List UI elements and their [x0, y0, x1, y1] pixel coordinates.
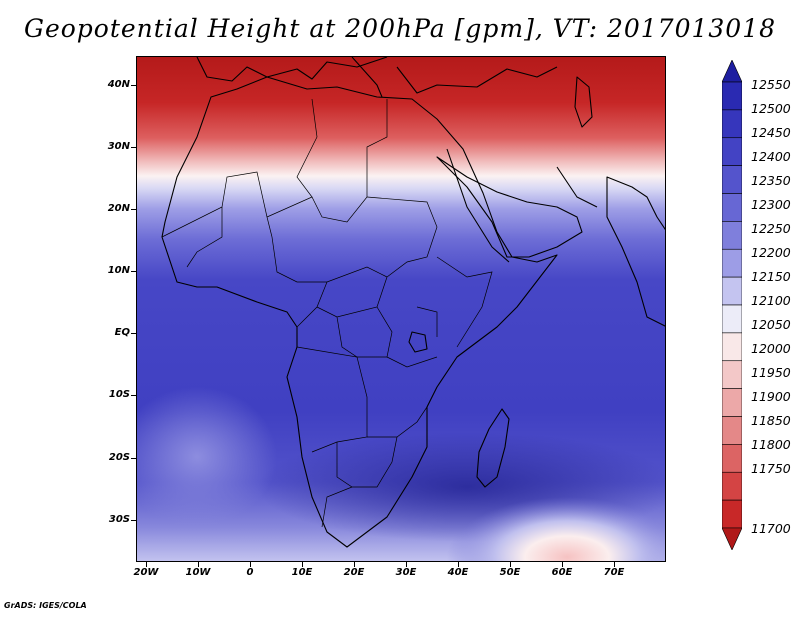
lon-tick	[302, 562, 303, 567]
lon-label-70e: 70E	[603, 567, 625, 578]
lat-tick	[131, 209, 136, 210]
colorbar-segment	[722, 499, 742, 529]
coastlines	[161, 57, 665, 548]
lon-label-20w: 20W	[133, 567, 159, 578]
colorbar-segment	[722, 444, 742, 473]
colorbar-label: 11950	[751, 365, 791, 380]
lat-tick	[131, 85, 136, 86]
colorbar-segment	[722, 60, 742, 83]
lat-tick	[131, 520, 136, 521]
colorbar-label: 12350	[751, 173, 791, 188]
geopotential-height-map	[137, 57, 665, 561]
lat-tick	[131, 395, 136, 396]
lat-label-20n: 20N	[107, 203, 130, 214]
lon-tick	[406, 562, 407, 567]
lon-label-20e: 20E	[343, 567, 365, 578]
lon-tick	[458, 562, 459, 567]
lon-tick	[510, 562, 511, 567]
lon-tick	[146, 562, 147, 567]
colorbar-segment	[722, 416, 742, 445]
colorbar-label: 11700	[751, 521, 791, 536]
colorbar-label: 11750	[751, 461, 791, 476]
lat-label-30n: 30N	[107, 141, 130, 152]
colorbar-label: 12400	[751, 149, 791, 164]
lon-label-40e: 40E	[447, 567, 469, 578]
lat-label-30s: 30S	[108, 514, 130, 525]
colorbar-label: 12150	[751, 269, 791, 284]
lat-tick	[131, 271, 136, 272]
colorbar-segment	[722, 388, 742, 417]
colorbar-segment	[722, 471, 742, 501]
colorbar-segment	[722, 109, 742, 139]
colorbar-label: 11800	[751, 437, 791, 452]
lon-label-50e: 50E	[499, 567, 521, 578]
colorbar-segment	[722, 276, 742, 306]
lat-label-20s: 20S	[108, 452, 130, 463]
map-plot-area	[136, 56, 666, 562]
colorbar-segment	[722, 81, 742, 111]
colorbar-label: 12450	[751, 125, 791, 140]
colorbar-label: 12200	[751, 245, 791, 260]
lon-tick	[354, 562, 355, 567]
colorbar-segment	[722, 137, 742, 166]
colorbar-label: 12000	[751, 341, 791, 356]
colorbar-label: 12500	[751, 101, 791, 116]
colorbar	[722, 60, 742, 550]
lat-label-10s: 10S	[108, 389, 130, 400]
colorbar-label: 12250	[751, 221, 791, 236]
colorbar-segment	[722, 193, 742, 222]
colorbar-label: 11900	[751, 389, 791, 404]
lat-label-40n: 40N	[107, 79, 130, 90]
country-borders	[161, 98, 493, 528]
grads-credit: GrADS: IGES/COLA	[4, 601, 87, 610]
lat-label-eq: EQ	[114, 327, 130, 338]
lon-tick	[562, 562, 563, 567]
colorbar-label: 12050	[751, 317, 791, 332]
lon-label-30e: 30E	[395, 567, 417, 578]
colorbar-label: 11850	[751, 413, 791, 428]
colorbar-segment	[722, 221, 742, 250]
colorbar-label: 12550	[751, 77, 791, 92]
colorbar-segment	[722, 165, 742, 194]
colorbar-segment	[722, 527, 742, 550]
lon-label-10w: 10W	[185, 567, 211, 578]
lon-label-60e: 60E	[551, 567, 573, 578]
lat-label-10n: 10N	[107, 265, 130, 276]
lon-tick	[250, 562, 251, 567]
lat-tick	[131, 458, 136, 459]
colorbar-label: 12100	[751, 293, 791, 308]
lon-tick	[614, 562, 615, 567]
colorbar-segment	[722, 332, 742, 362]
lon-tick	[198, 562, 199, 567]
map-title: Geopotential Height at 200hPa [gpm], VT:…	[23, 14, 777, 43]
colorbar-segment	[722, 360, 742, 389]
lat-tick	[131, 333, 136, 334]
lat-tick	[131, 147, 136, 148]
colorbar-segment	[722, 248, 742, 278]
lon-label-10e: 10E	[291, 567, 313, 578]
colorbar-segment	[722, 304, 742, 334]
colorbar-label: 12300	[751, 197, 791, 212]
lon-label-0: 0	[246, 567, 254, 578]
